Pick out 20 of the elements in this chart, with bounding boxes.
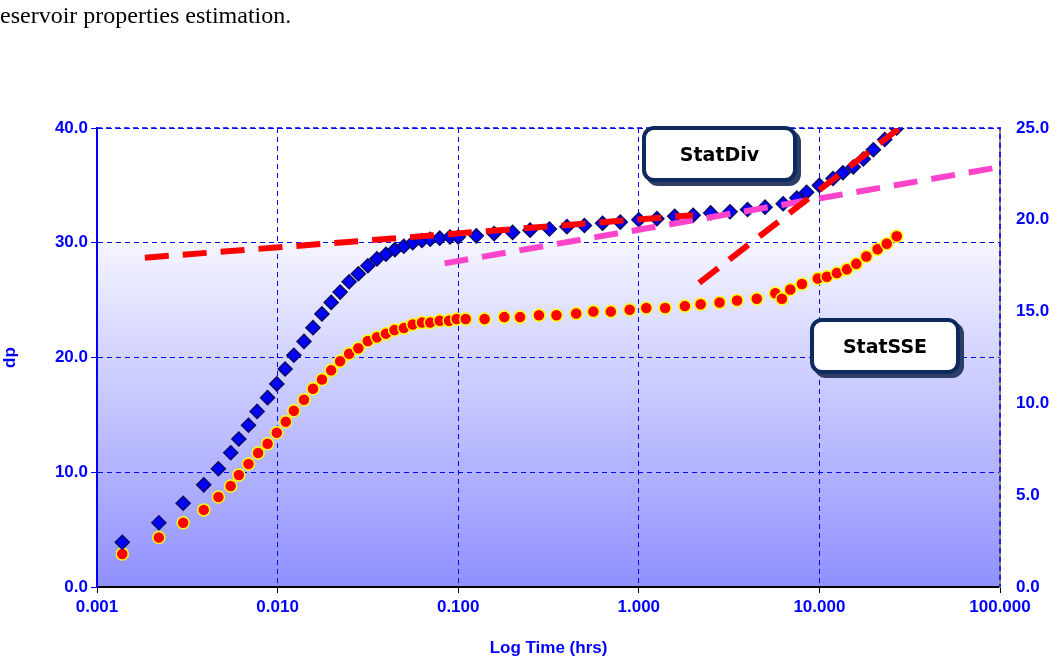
x-tick-label: 0.100	[436, 596, 480, 616]
y-tick-label: 10.0	[54, 461, 88, 481]
y2-tick-label: 15.0	[1016, 301, 1050, 321]
y2-tick-label: 10.0	[1016, 393, 1050, 413]
x-tick-label: 1.000	[617, 596, 661, 616]
y-tick-label: 20.0	[54, 347, 88, 367]
text: eservoir properties estimation.	[0, 2, 292, 29]
y-tick-label: 40.0	[54, 117, 88, 137]
y-tick-label: 0.0	[64, 576, 88, 596]
y2-tick-label: 25.0	[1016, 117, 1050, 137]
x-tick-label: 0.010	[256, 596, 299, 616]
x-tick-label: 10.000	[793, 596, 846, 616]
y2-tick-label: 5.0	[1016, 484, 1040, 504]
y2-tick-label: 0.0	[1016, 576, 1040, 596]
x-tick-label: 0.001	[75, 596, 119, 616]
y-tick-label: 30.0	[54, 232, 88, 252]
y2-tick-label: 20.0	[1016, 209, 1050, 229]
y-axis-title: dp	[0, 347, 19, 368]
x-axis-title: Log Time (hrs)	[489, 638, 608, 658]
x-tick-label: 100.000	[969, 596, 1031, 616]
